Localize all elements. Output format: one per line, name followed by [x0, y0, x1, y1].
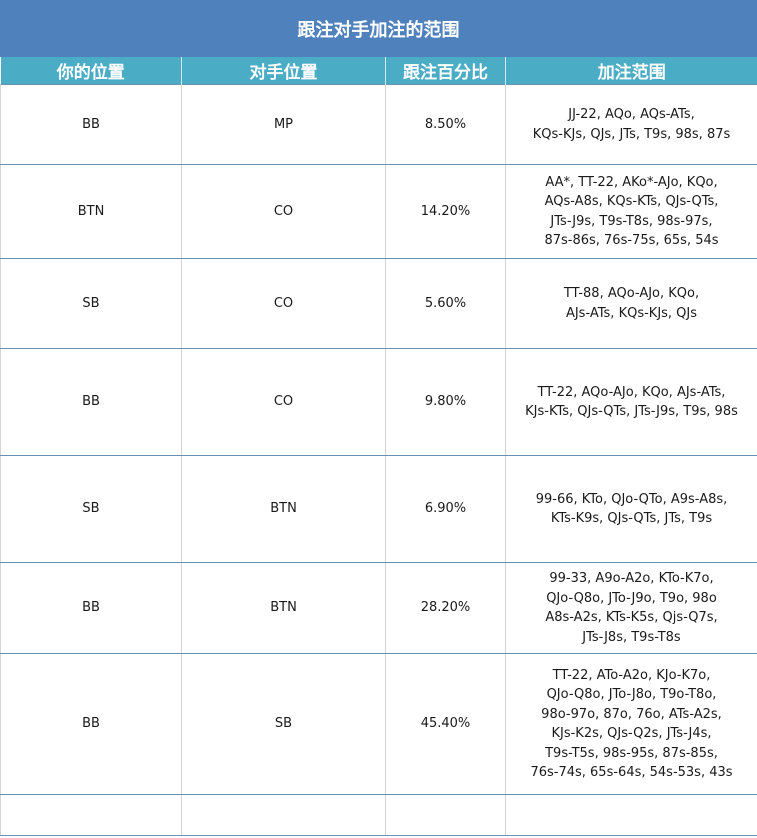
range-line: KTs-K9s, QJs-QTs, JTs, T9s [550, 511, 713, 526]
header-row: 你的位置 对手位置 跟注百分比 加注范围 [0, 57, 757, 85]
table-row [0, 794, 757, 836]
cell-opponent-position[interactable]: CO [181, 258, 386, 349]
cell-your-position[interactable]: BB [0, 84, 182, 165]
header-call-percentage: 跟注百分比 [385, 57, 506, 85]
range-line: AA*, TT-22, AKo*-AJo, KQo, [545, 174, 718, 190]
cell-raise-range[interactable]: TT-88, AQo-AJo, KQo, AJs-ATs, KQs-KJs, QJ… [505, 258, 757, 349]
cell-your-position[interactable]: SB [0, 258, 182, 349]
header-raise-range: 加注范围 [505, 57, 757, 85]
table-row: BB BTN 28.20% 99-33, A9o-A2o, KTo-K7o, QJo-Q… [0, 562, 757, 654]
cell-opponent-position[interactable]: CO [181, 348, 386, 456]
cell-raise-range[interactable]: 99-33, A9o-A2o, KTo-K7o, QJo-Q8o, JTo-J9o… [505, 562, 757, 654]
range-line: TT-22, AQo-AJo, KQo, AJs-ATs, [537, 384, 726, 400]
cell-raise-range[interactable]: 99-66, KTo, QJo-QTo, A9s-A8s, KTs-K9s, QJ… [505, 455, 757, 563]
table-row: SB CO 5.60% TT-88, AQo-AJo, KQo, AJs-ATs, KQ… [0, 258, 757, 349]
range-line: KJs-K2s, QJs-Q2s, JTs-J4s, [551, 726, 712, 741]
table-row: SB BTN 6.90% 99-66, KTo, QJo-QTo, A9s-A8s, K… [0, 455, 757, 563]
cell-opponent-position[interactable]: BTN [181, 455, 386, 563]
cell-your-position[interactable]: SB [0, 455, 182, 563]
cell-opponent-position[interactable]: CO [181, 164, 386, 259]
range-line: TT-88, AQo-AJo, KQo, [563, 286, 700, 301]
range-table: 你的位置 对手位置 跟注百分比 加注范围 BB MP 8.50% JJ-22, AQo… [0, 57, 757, 836]
cell-call-percentage[interactable]: 14.20% [385, 164, 506, 259]
cell-opponent-position[interactable]: BTN [181, 562, 386, 654]
cell-call-percentage[interactable]: 9.80% [385, 348, 506, 456]
range-line: KJs-KTs, QJs-QTs, JTs-J9s, T9s, 98s [525, 404, 738, 419]
range-line: 76s-74s, 65s-64s, 54s-53s, 43s [530, 765, 733, 780]
range-line: AJs-ATs, KQs-KJs, QJs [565, 305, 698, 321]
table-row: BB MP 8.50% JJ-22, AQo, AQs-ATs, KQs-KJs, QJ… [0, 84, 757, 165]
header-opponent-position: 对手位置 [181, 57, 386, 85]
cell-call-percentage[interactable]: 8.50% [385, 84, 506, 165]
range-line: TT-22, ATo-A2o, KJo-K7o, [552, 667, 711, 683]
range-line: JJ-22, AQo, AQs-ATs, [568, 107, 695, 122]
range-line: 99-66, KTo, QJo-QTo, A9s-A8s, [535, 491, 728, 507]
cell-opponent-position[interactable]: MP [181, 84, 386, 165]
table-row: BB CO 9.80% TT-22, AQo-AJo, KQo, AJs-ATs, KJ… [0, 348, 757, 456]
cell-your-position[interactable]: BB [0, 653, 182, 795]
cell-call-percentage[interactable]: 45.40% [385, 653, 506, 795]
range-line: 87s-86s, 76s-75s, 65s, 54s [544, 233, 719, 248]
cell-call-percentage[interactable]: 6.90% [385, 455, 506, 563]
range-line: QJo-Q8o, JTo-J9o, T9o, 98o [546, 590, 717, 606]
header-your-position: 你的位置 [0, 57, 182, 85]
range-line: QJo-Q8o, JTo-J8o, T9o-T8o, [546, 687, 717, 702]
cell-your-position[interactable]: BB [0, 562, 182, 654]
range-line: KQs-KJs, QJs, JTs, T9s, 98s, 87s [532, 126, 731, 142]
range-line: JTs-J8s, T9s-T8s [582, 629, 681, 645]
range-line: 99-33, A9o-A2o, KTo-K7o, [549, 571, 714, 586]
cell-raise-range[interactable]: TT-22, ATo-A2o, KJo-K7o, QJo-Q8o, JTo-J8o… [505, 653, 757, 795]
cell-opponent-position[interactable]: SB [181, 653, 386, 795]
cell-call-percentage[interactable]: 28.20% [385, 562, 506, 654]
range-line: JTs-J9s, T9s-T8s, 98s-97s, [550, 213, 713, 229]
cell-call-percentage[interactable]: 5.60% [385, 258, 506, 349]
cell-your-position[interactable]: BTN [0, 164, 182, 259]
table-title: 跟注对手加注的范围 [0, 0, 757, 57]
cell-raise-range[interactable]: TT-22, AQo-AJo, KQo, AJs-ATs, KJs-KTs, QJ… [505, 348, 757, 456]
cell-call-percentage[interactable] [385, 794, 506, 836]
range-line: T9s-T5s, 98s-95s, 87s-85s, [545, 745, 718, 761]
range-line: A8s-A2s, KTs-K5s, Qjs-Q7s, [545, 610, 718, 625]
cell-raise-range[interactable]: AA*, TT-22, AKo*-AJo, KQo, AQs-A8s, KQs-K… [505, 164, 757, 259]
cell-opponent-position[interactable] [181, 794, 386, 836]
cell-your-position[interactable] [0, 794, 182, 836]
range-line: 98o-97o, 87o, 76o, ATs-A2s, [541, 706, 722, 722]
cell-your-position[interactable]: BB [0, 348, 182, 456]
cell-raise-range[interactable] [505, 794, 757, 836]
table-row: BTN CO 14.20% AA*, TT-22, AKo*-AJo, KQo, AQs… [0, 164, 757, 259]
cell-raise-range[interactable]: JJ-22, AQo, AQs-ATs, KQs-KJs, QJs, JTs, T… [505, 84, 757, 165]
range-line: AQs-A8s, KQs-KTs, QJs-QTs, [544, 194, 719, 209]
table-row: BB SB 45.40% TT-22, ATo-A2o, KJo-K7o, QJo-Q8… [0, 653, 757, 795]
